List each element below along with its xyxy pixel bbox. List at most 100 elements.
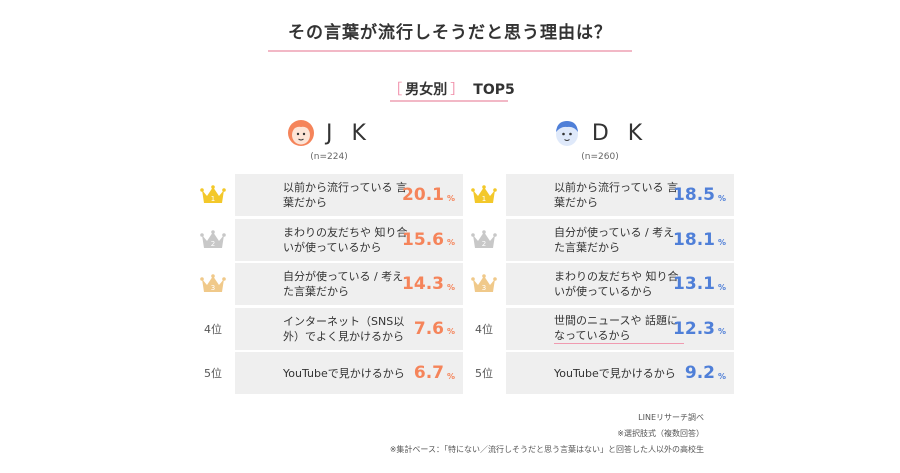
value-unit: % [717, 282, 726, 292]
rank-cell: 4位 [195, 308, 231, 350]
dk-sample-size: (n=260) [581, 152, 619, 162]
rank-cell: 4位 [466, 308, 502, 350]
boy-avatar-icon [555, 121, 578, 146]
subtitle-bracket-close: ］ [450, 82, 465, 98]
value-number: 13.1 [673, 274, 715, 294]
row-background: まわりの友だちや 知り合いが使っているから 13.1% [506, 263, 734, 305]
dk-header: D K [466, 118, 734, 152]
rank-label: 5位 [204, 367, 222, 380]
bronze-crown-icon: 3 [200, 274, 226, 292]
rank-cell: 5位 [195, 352, 231, 394]
rank-cell: 1 [466, 174, 502, 216]
value-unit: % [446, 282, 455, 292]
ranking-row: 4位 インターネット（SNS以外）でよく見かけるから 7.6% [195, 307, 463, 350]
crown-rank-number: 1 [211, 195, 215, 203]
gold-crown-icon: 1 [200, 185, 226, 203]
percentage-value: 12.3% [673, 308, 726, 350]
crown-rank-number: 3 [211, 284, 215, 292]
percentage-value: 15.6% [402, 219, 455, 261]
gold-crown-icon: 1 [471, 185, 497, 203]
rank-cell: 5位 [466, 352, 502, 394]
subtitle-top5: TOP5 [473, 82, 515, 98]
percentage-value: 6.7% [414, 352, 455, 394]
value-number: 12.3 [673, 318, 715, 339]
value-unit: % [446, 193, 455, 203]
reason-text: インターネット（SNS以外）でよく見かけるから [283, 314, 405, 343]
rank-cell: 2 [195, 219, 231, 261]
percentage-value: 9.2% [685, 352, 726, 394]
girl-avatar-icon [288, 120, 315, 146]
value-number: 18.5 [673, 185, 715, 205]
rank-label: 4位 [475, 322, 493, 336]
rank-cell: 3 [466, 263, 502, 305]
jk-sample-size: (n=224) [310, 152, 348, 162]
percentage-value: 7.6% [414, 308, 455, 350]
value-unit: % [717, 327, 726, 336]
value-number: 7.6 [413, 318, 444, 339]
ranking-row: 5位 YouTubeで見かけるから 6.7% [195, 352, 463, 394]
reason-text: 自分が使っている / 考えた言葉だから [554, 225, 675, 254]
value-unit: % [446, 238, 455, 247]
ranking-row: 5位 YouTubeで見かけるから 9.2% [466, 352, 734, 394]
crown-rank-number: 1 [482, 195, 486, 203]
value-number: 15.6 [402, 229, 444, 250]
rank-cell: 3 [195, 263, 231, 305]
value-unit: % [717, 238, 726, 247]
ranking-row: 4位 世間のニュースや 話題になっているから 12.3% [466, 307, 734, 350]
reason-text: 自分が使っている / 考えた言葉だから [283, 270, 404, 298]
reason-text: YouTubeで見かけるから [554, 366, 676, 380]
reason-text: YouTubeで見かけるから [283, 366, 405, 380]
value-number: 18.1 [673, 229, 715, 250]
value-number: 9.2 [684, 363, 715, 383]
source-note: LINEリサーチ調べ [638, 413, 704, 422]
subtitle-bracket-open: ［ [388, 82, 403, 98]
value-number: 20.1 [402, 185, 444, 205]
ranking-row: 1 以前から流行っている 言葉だから 20.1% [195, 174, 463, 216]
row-background: 世間のニュースや 話題になっているから 12.3% [506, 307, 734, 350]
value-number: 6.7 [413, 363, 444, 383]
base-note: ※集計ベース：「特にない／流行しそうだと思う言葉はない」と回答した人以外の高校生 [389, 445, 704, 454]
row-background: YouTubeで見かけるから 6.7% [235, 352, 463, 394]
reason-text: 以前から流行っている 言葉だから [283, 181, 407, 209]
value-unit: % [446, 327, 455, 336]
subtitle-divider [390, 100, 508, 102]
ranking-row: 2 まわりの友だちや 知り合いが使っているから 15.6% [195, 218, 463, 261]
rank-cell: 2 [466, 219, 502, 261]
value-unit: % [717, 193, 726, 203]
crown-rank-number: 2 [211, 240, 215, 248]
jk-header: J K [195, 118, 463, 152]
row-background: 以前から流行っている 言葉だから 20.1% [235, 174, 463, 216]
reason-text: 以前から流行っている 言葉だから [554, 181, 678, 209]
dk-label: D K [591, 120, 649, 146]
jk-label: J K [326, 120, 372, 146]
value-number: 14.3 [402, 274, 444, 294]
row-background: 自分が使っている / 考えた言葉だから 18.1% [506, 218, 734, 261]
chart-subtitle: ［ 男女別 ］ TOP5 [0, 79, 900, 99]
value-unit: % [446, 371, 455, 381]
value-unit: % [717, 371, 726, 381]
row-background: 自分が使っている / 考えた言葉だから 14.3% [235, 263, 463, 305]
reason-text: 世間のニュースや 話題になっているから [554, 308, 684, 350]
percentage-value: 20.1% [402, 174, 455, 216]
crown-rank-number: 3 [482, 284, 486, 292]
rank-label: 5位 [475, 367, 493, 380]
ranking-row: 2 自分が使っている / 考えた言葉だから 18.1% [466, 218, 734, 261]
subtitle-label: 男女別 [405, 82, 448, 98]
reason-text: まわりの友だちや 知り合いが使っているから [554, 270, 679, 298]
percentage-value: 14.3% [402, 263, 455, 305]
ranking-row: 3 まわりの友だちや 知り合いが使っているから 13.1% [466, 263, 734, 305]
ranking-row: 1 以前から流行っている 言葉だから 18.5% [466, 174, 734, 216]
bronze-crown-icon: 3 [471, 274, 497, 292]
percentage-value: 18.5% [673, 174, 726, 216]
rank-cell: 1 [195, 174, 231, 216]
silver-crown-icon: 2 [200, 229, 226, 248]
percentage-value: 18.1% [673, 219, 726, 261]
row-background: YouTubeで見かけるから 9.2% [506, 352, 734, 394]
percentage-value: 13.1% [673, 263, 726, 305]
reason-text: まわりの友だちや 知り合いが使っているから [283, 225, 408, 254]
row-background: 以前から流行っている 言葉だから 18.5% [506, 174, 734, 216]
title-divider [268, 50, 632, 52]
silver-crown-icon: 2 [471, 229, 497, 248]
row-background: インターネット（SNS以外）でよく見かけるから 7.6% [235, 307, 463, 350]
row-background: まわりの友だちや 知り合いが使っているから 15.6% [235, 218, 463, 261]
